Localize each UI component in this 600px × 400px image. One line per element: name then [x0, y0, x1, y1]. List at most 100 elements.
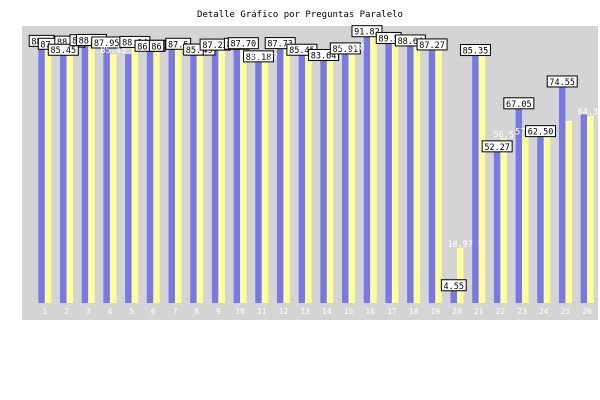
bar-series-2-12 [283, 49, 290, 303]
bar-series-2-20 [457, 247, 464, 303]
data-label-box [459, 44, 491, 57]
data-labels: 88.587.88.2485.4588.7388.8287.9585.4588.… [28, 25, 600, 292]
data-label-box [503, 97, 535, 110]
data-label-box [525, 125, 557, 138]
data-label: 88.64 [398, 37, 424, 47]
bar-series-2-6 [153, 50, 160, 304]
bar-series-1-18 [407, 44, 414, 304]
x-tick-label: 22 [496, 307, 506, 316]
x-tick-label: 16 [365, 307, 375, 316]
bar-series-2-8 [196, 54, 204, 303]
bar-series-2-5 [131, 46, 139, 303]
x-tick-label: 8 [194, 307, 199, 316]
data-label: 83.27 [252, 53, 278, 63]
data-label-box [351, 25, 383, 38]
bar-series-2-13 [305, 54, 312, 303]
data-label: 87.73 [267, 40, 293, 50]
bar-series-1-12 [276, 47, 284, 304]
bars [38, 35, 594, 304]
bar-series-1-20 [450, 289, 457, 303]
data-label: 67.05 [506, 100, 532, 110]
data-label: 64.34 [578, 108, 600, 118]
data-label: 91.82 [354, 28, 380, 38]
bar-series-2-16 [370, 35, 377, 304]
x-tick-label: 3 [86, 307, 91, 316]
bar-series-2-14 [326, 59, 334, 304]
x-tick-label: 24 [539, 307, 549, 316]
bar-series-1-2 [60, 54, 67, 303]
x-tick-label: 17 [387, 307, 397, 316]
bar-series-1-23 [515, 107, 523, 303]
data-label: 86.48 [339, 43, 365, 53]
x-tick-label: 6 [151, 307, 156, 316]
data-label-box [227, 37, 259, 50]
bar-series-2-19 [435, 48, 442, 304]
data-label-box [416, 38, 448, 51]
x-tick-label: 5 [129, 307, 134, 316]
data-label-box [481, 140, 513, 153]
bar-series-2-24 [543, 134, 551, 303]
data-label: 4.55 [444, 282, 464, 292]
data-label: 85. [186, 46, 201, 56]
data-label-box [264, 37, 296, 50]
bar-series-2-21 [478, 54, 486, 303]
bar-series-2-4 [109, 54, 117, 303]
data-label-box [546, 75, 578, 88]
bar-series-1-9 [211, 49, 219, 303]
data-label: 52.27 [484, 143, 510, 153]
bar-series-1-5 [125, 54, 132, 303]
y-tick-label: 50 [10, 153, 20, 162]
bar-series-1-8 [190, 54, 197, 303]
y-tick-label: 30 [10, 212, 20, 221]
data-label: 85.35 [463, 47, 489, 57]
x-tick-label: 7 [173, 307, 178, 316]
data-label: 83.18 [246, 53, 272, 63]
bar-series-2-17 [391, 42, 399, 303]
bar-series-2-10 [240, 47, 247, 303]
x-tick-label: 18 [409, 307, 419, 316]
bar-series-1-24 [537, 135, 544, 303]
bar-series-1-4 [103, 46, 110, 304]
data-label: 18.97 [447, 240, 473, 250]
x-tick-label: 20 [452, 307, 462, 316]
y-axis-ticks: 10 20 30 40 50 60 70 80 90 [10, 37, 20, 279]
bar-series-2-18 [413, 46, 421, 303]
y-tick-label: 40 [10, 183, 20, 192]
bar-series-1-16 [363, 35, 371, 303]
y-tick-label: 70 [10, 95, 20, 104]
x-tick-label: 2 [64, 307, 69, 316]
y-tick-label: 90 [10, 37, 20, 46]
data-label: 74.55 [549, 78, 575, 88]
x-tick-label: 1 [42, 307, 47, 316]
bar-series-2-7 [175, 48, 182, 304]
bar-series-1-17 [385, 42, 392, 303]
data-label: 87.70 [231, 40, 257, 50]
bar-series-2-1 [44, 48, 52, 304]
data-label: 89.5 [378, 34, 398, 44]
y-tick-label: 10 [10, 270, 20, 279]
data-label: 87.27 [419, 41, 445, 51]
bar-series-1-10 [233, 48, 241, 304]
y-tick-label: 20 [10, 241, 20, 250]
data-label: 87.95 [94, 39, 120, 49]
bar-series-1-1 [38, 45, 45, 303]
bar-series-1-7 [168, 48, 175, 304]
data-label: 85.45 [50, 46, 76, 56]
bar-series-1-19 [428, 48, 436, 304]
data-label: 56.5 [493, 131, 513, 141]
data-label: 85.45 [289, 46, 315, 56]
chart-title: Detalle Gráfico por Preguntas Paralelo [197, 10, 403, 20]
bar-series-1-14 [320, 59, 327, 304]
x-tick-label: 11 [257, 307, 267, 316]
bar-series-2-26 [587, 115, 594, 303]
data-label-box [308, 49, 340, 62]
data-label-box [47, 43, 79, 56]
bar-series-2-23 [522, 135, 529, 303]
x-tick-label: 14 [322, 307, 332, 316]
x-tick-label: 23 [517, 307, 527, 316]
data-label: 85.91 [332, 45, 358, 55]
data-label-box [329, 42, 361, 55]
x-tick-label: 4 [108, 307, 113, 316]
y-tick-label: 80 [10, 66, 20, 75]
